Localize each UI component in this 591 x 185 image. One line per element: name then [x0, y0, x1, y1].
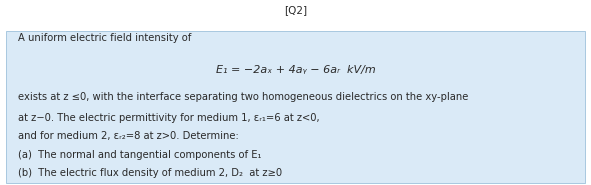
- Text: at z−0. The electric permittivity for medium 1, εᵣ₁=6 at z<0,: at z−0. The electric permittivity for me…: [18, 113, 319, 123]
- FancyBboxPatch shape: [6, 31, 585, 183]
- Text: A uniform electric field intensity of: A uniform electric field intensity of: [18, 33, 191, 43]
- Text: (a)  The normal and tangential components of E₁: (a) The normal and tangential components…: [18, 150, 261, 160]
- Text: E₁ = −2aₓ + 4aᵧ − 6aᵣ  kV/m: E₁ = −2aₓ + 4aᵧ − 6aᵣ kV/m: [216, 65, 375, 75]
- Text: (b)  The electric flux density of medium 2, D₂  at z≥0: (b) The electric flux density of medium …: [18, 168, 282, 178]
- Text: [Q2]: [Q2]: [284, 6, 307, 16]
- Text: exists at z ≤0, with the interface separating two homogeneous dielectrics on the: exists at z ≤0, with the interface separ…: [18, 92, 468, 102]
- Text: and for medium 2, εᵣ₂=8 at z>0. Determine:: and for medium 2, εᵣ₂=8 at z>0. Determin…: [18, 131, 239, 141]
